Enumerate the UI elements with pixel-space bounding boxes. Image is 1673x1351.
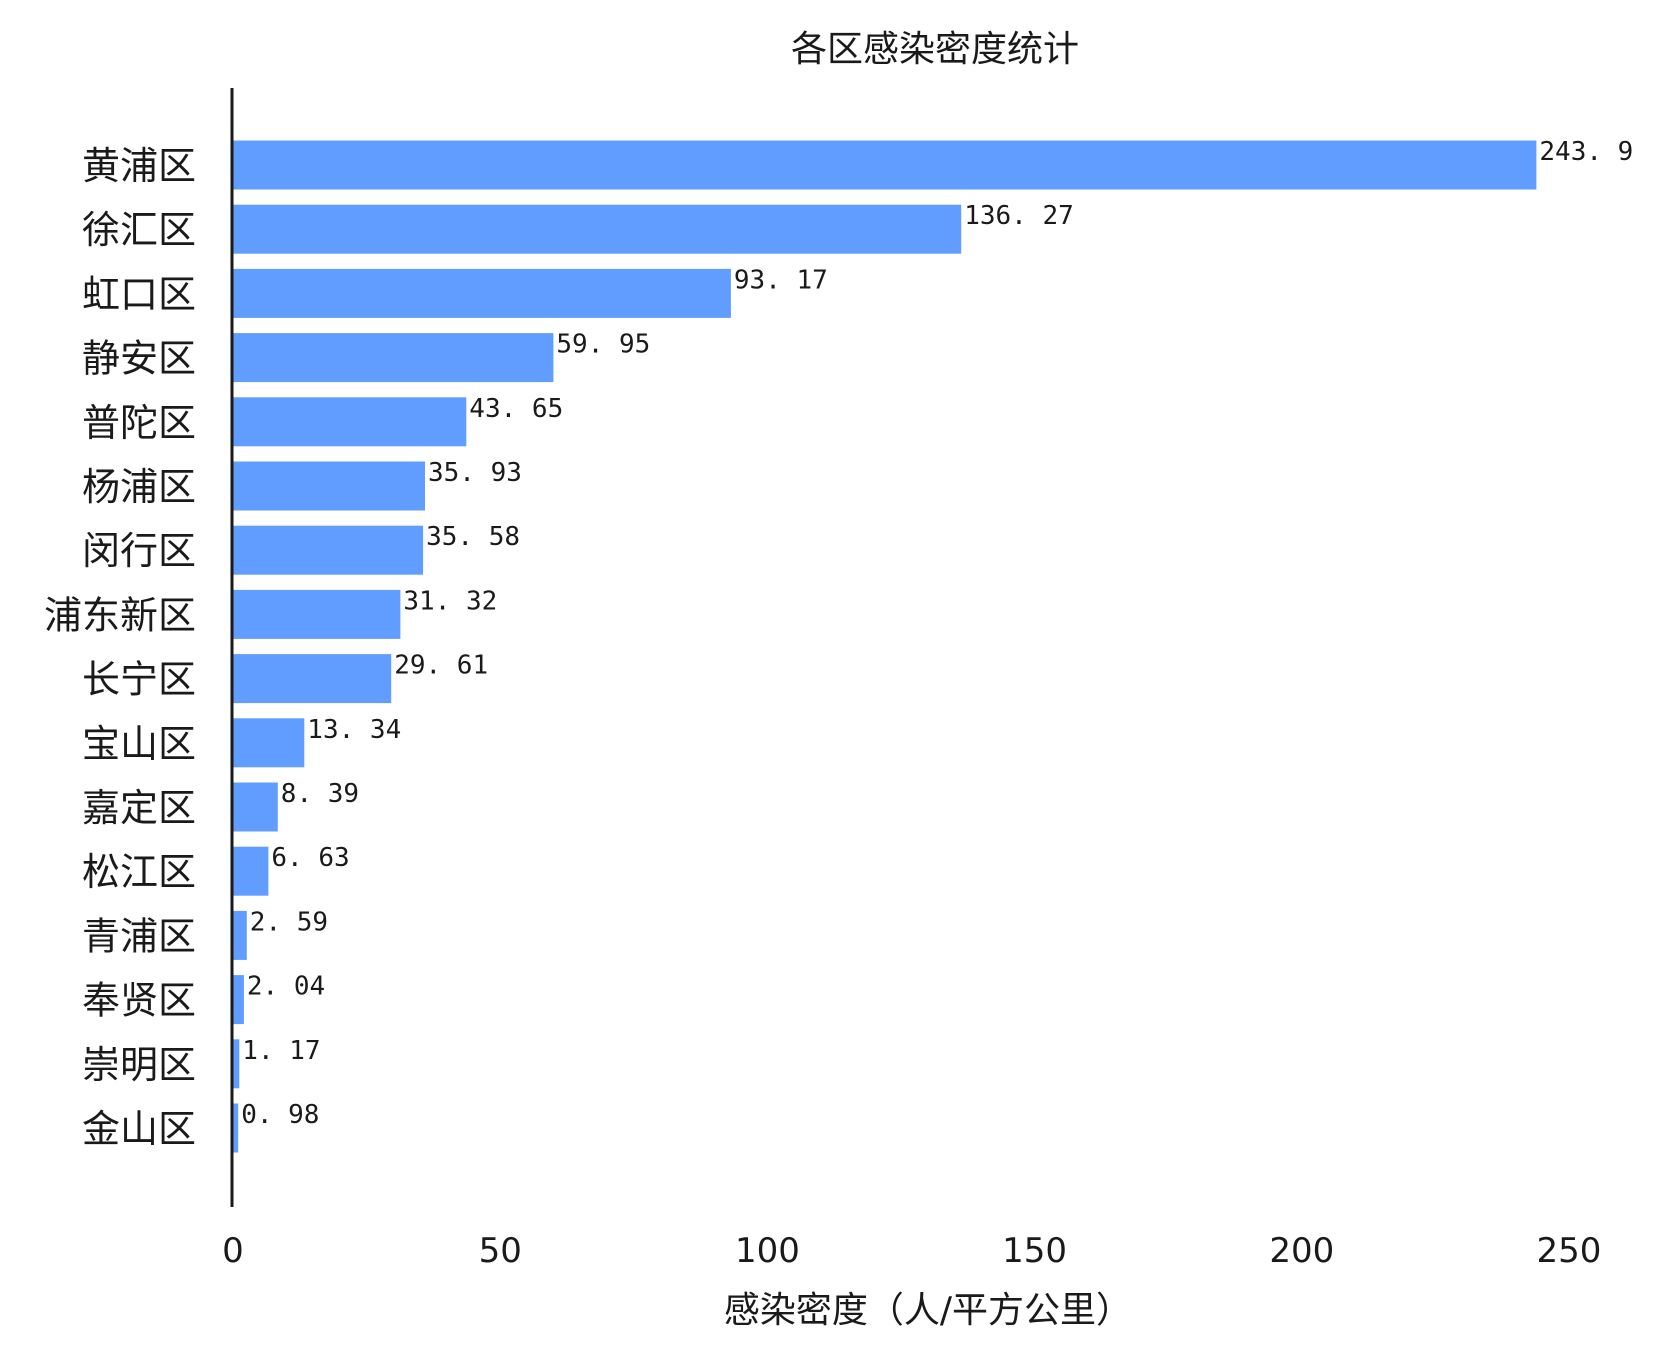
x-tick-label: 50: [479, 1231, 522, 1271]
value-label: 43. 65: [469, 394, 563, 424]
bar: [233, 204, 962, 254]
category-label: 闵行区: [82, 529, 196, 573]
bar: [233, 910, 247, 960]
bar: [233, 654, 392, 704]
x-tick-label: 150: [1002, 1231, 1067, 1271]
bar: [233, 268, 731, 318]
x-axis-title: 感染密度（人/平方公里）: [724, 1290, 1132, 1331]
value-labels: 243. 9 136. 27 93. 17 59. 95 43. 65 35. 93 35.…: [241, 137, 1633, 1130]
category-label: 普陀区: [82, 401, 196, 445]
value-label: 93. 17: [734, 265, 828, 295]
chart-title: 各区感染密度统计: [791, 29, 1079, 70]
value-label: 13. 34: [307, 715, 401, 745]
bar: [233, 782, 278, 832]
x-tick-label: 250: [1537, 1231, 1602, 1271]
bar: [233, 718, 305, 768]
category-label: 黄浦区: [82, 144, 196, 188]
value-label: 35. 93: [428, 458, 522, 488]
category-label: 虹口区: [82, 272, 196, 316]
bar: [233, 397, 467, 447]
value-label: 243. 9: [1539, 137, 1633, 167]
value-label: 29. 61: [394, 651, 488, 681]
category-label: 浦东新区: [44, 593, 196, 637]
category-label: 徐汇区: [82, 208, 196, 252]
x-tick-label: 0: [222, 1231, 244, 1271]
x-tick-label: 100: [735, 1231, 800, 1271]
value-label: 136. 27: [964, 201, 1074, 231]
category-label: 嘉定区: [82, 786, 196, 830]
category-label: 金山区: [82, 1107, 196, 1151]
category-label: 长宁区: [82, 658, 196, 702]
bar: [233, 525, 424, 575]
category-label: 静安区: [82, 337, 196, 381]
value-label: 6. 63: [271, 843, 349, 873]
value-label: 2. 59: [250, 907, 328, 937]
x-tick-label: 200: [1269, 1231, 1334, 1271]
category-label: 杨浦区: [82, 465, 196, 509]
category-label: 宝山区: [82, 722, 196, 766]
bar: [233, 461, 425, 511]
value-label: 2. 04: [247, 972, 325, 1002]
bar: [233, 846, 269, 896]
category-label: 崇明区: [82, 1043, 196, 1087]
bar: [233, 589, 401, 639]
category-labels: 黄浦区徐汇区虹口区静安区普陀区杨浦区闵行区浦东新区长宁区宝山区嘉定区松江区青浦区…: [44, 144, 196, 1151]
value-label: 59. 95: [556, 330, 650, 360]
bar: [233, 333, 554, 383]
value-label: 31. 32: [403, 586, 497, 616]
bar: [233, 975, 244, 1025]
value-label: 35. 58: [426, 522, 520, 552]
value-label: 8. 39: [281, 779, 359, 809]
value-label: 0. 98: [241, 1100, 319, 1130]
value-label: 1. 17: [242, 1036, 320, 1066]
x-axis-ticks: 0 50 100 150 200 250: [222, 1231, 1601, 1271]
bar: [233, 140, 1537, 190]
category-label: 松江区: [82, 850, 196, 894]
category-label: 奉贤区: [82, 979, 196, 1023]
category-label: 青浦区: [82, 914, 196, 958]
bar: [233, 1103, 239, 1153]
bar: [233, 1039, 240, 1089]
bars-layer: [233, 140, 1537, 1153]
